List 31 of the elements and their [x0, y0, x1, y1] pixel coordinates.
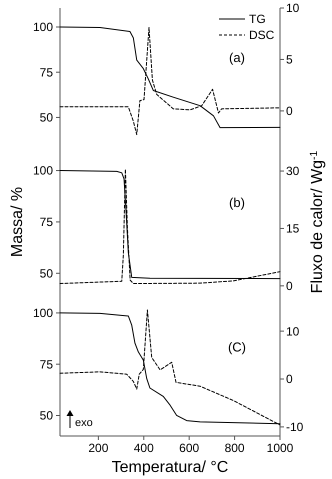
- y2-tick-label: 0: [286, 279, 293, 294]
- y-axis-title: Massa/ %: [9, 186, 26, 258]
- y2-tick-label: 10: [286, 324, 300, 338]
- annotation: (b): [229, 195, 245, 210]
- legend-label: TG: [249, 12, 266, 26]
- x-tick-label: 400: [134, 441, 154, 455]
- y-tick-label: 100: [32, 20, 54, 34]
- y-tick-label: 75: [40, 65, 54, 80]
- y-tick-label: 50: [40, 266, 54, 280]
- x-tick-label: 600: [179, 441, 200, 455]
- x-tick-label: 200: [88, 441, 109, 455]
- y-tick-label: 100: [32, 164, 54, 178]
- y2-tick-label: 5: [286, 52, 293, 67]
- annotation: (a): [229, 50, 245, 65]
- y2-tick-label: 10: [286, 1, 300, 16]
- x-tick-label: 800: [224, 441, 245, 455]
- y2-tick-label: 0: [286, 372, 293, 386]
- x-axis-title: Temperatura/ °C: [112, 459, 228, 476]
- y-tick-label: 75: [40, 215, 54, 230]
- y-tick-label: 75: [40, 357, 54, 372]
- y-tick-label: 50: [40, 110, 54, 125]
- y2-tick-label: 15: [286, 222, 300, 236]
- legend-label: DSC: [249, 28, 275, 42]
- x-tick-label: 1000: [266, 441, 294, 455]
- annotation: exo: [75, 417, 93, 429]
- y2-tick-label: -10: [286, 420, 304, 434]
- y-tick-label: 50: [40, 408, 54, 423]
- y2-tick-label: 0: [286, 104, 293, 118]
- annotation: (C): [228, 340, 246, 355]
- y2-tick-label: 30: [286, 164, 300, 178]
- y-tick-label: 100: [32, 306, 54, 320]
